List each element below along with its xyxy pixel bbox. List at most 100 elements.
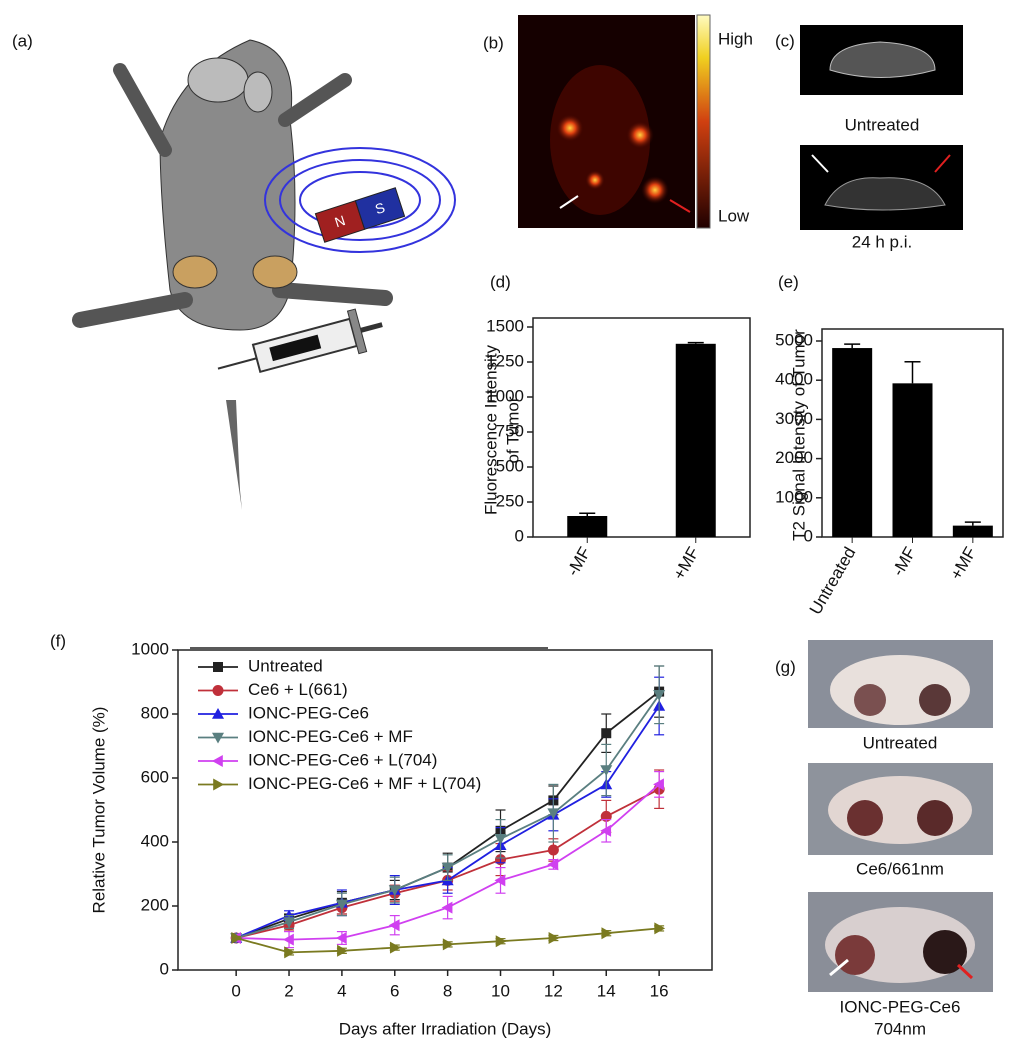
colorbar-label: Low <box>718 206 750 225</box>
error-bar <box>844 343 861 349</box>
marker <box>494 874 506 887</box>
error-bar <box>579 512 596 516</box>
y-tick-label: 400 <box>141 831 169 850</box>
marker <box>388 885 401 896</box>
image-caption: 24 h p.i. <box>852 232 913 251</box>
marker <box>600 824 612 837</box>
x-tick-label: 10 <box>491 981 510 1000</box>
marker <box>442 938 454 951</box>
x-axis-label: Days after Irradiation (Days) <box>339 1019 552 1038</box>
x-tick-label: -MF <box>888 544 920 580</box>
plot-frame <box>532 317 751 538</box>
legend-marker <box>212 732 224 744</box>
y-tick-label: 1000 <box>486 386 524 405</box>
error-bar <box>687 341 704 344</box>
y-tick-label: 800 <box>141 703 169 722</box>
x-tick-label: +MF <box>669 544 703 583</box>
x-tick-label: -MF <box>563 544 595 580</box>
y-tick-label: 750 <box>496 421 524 440</box>
legend-label: Ce6 + L(661) <box>248 680 348 699</box>
x-tick-label: Untreated <box>806 544 860 618</box>
legend-label: IONC-PEG-Ce6 + L(704) <box>248 750 437 769</box>
y-tick-label: 1000 <box>131 639 169 658</box>
bar <box>567 516 608 537</box>
marker <box>231 932 243 944</box>
bar <box>675 343 716 537</box>
marker <box>547 858 559 871</box>
panel-label: (g) <box>775 657 796 676</box>
x-tick-label: 12 <box>544 981 563 1000</box>
image-caption: Untreated <box>863 733 938 752</box>
bar <box>832 348 873 537</box>
y-tick-label: 0 <box>804 526 813 545</box>
legend-marker <box>213 662 223 672</box>
plot-frame <box>177 649 713 971</box>
y-tick-label: 250 <box>496 491 524 510</box>
y-axis-label: T2 Signal Intensity of Tumor <box>789 329 808 541</box>
panel-label: (f) <box>50 631 66 650</box>
marker <box>654 922 666 935</box>
y-tick-label: 0 <box>515 526 524 545</box>
y-tick-label: 1250 <box>486 351 524 370</box>
legend-label: IONC-PEG-Ce6 + MF + L(704) <box>248 774 481 793</box>
legend-label: IONC-PEG-Ce6 <box>248 703 369 722</box>
y-tick-label: 1000 <box>775 487 813 506</box>
marker <box>388 919 400 932</box>
legend-label: IONC-PEG-Ce6 + MF <box>248 727 413 746</box>
marker <box>335 899 348 911</box>
mri-signal <box>824 177 946 211</box>
photo <box>808 640 993 728</box>
panel-label: (a) <box>12 31 33 50</box>
mouse-illustration: N S <box>72 39 456 510</box>
marker <box>653 778 664 791</box>
marker <box>337 944 348 957</box>
magnet-label: N <box>333 212 348 230</box>
photo <box>808 892 993 992</box>
y-tick-label: 200 <box>141 895 169 914</box>
marker <box>441 862 454 874</box>
image-caption: Ce6/661nm <box>856 859 944 878</box>
marker <box>283 917 296 928</box>
colorbar-label: High <box>718 29 753 48</box>
legend-marker <box>212 708 224 719</box>
mri-signal <box>829 41 936 78</box>
bar <box>952 525 993 537</box>
y-tick-label: 2000 <box>775 448 813 467</box>
x-tick-label: 8 <box>443 981 452 1000</box>
arrow <box>811 154 829 173</box>
arrow <box>934 154 951 173</box>
marker <box>601 728 612 739</box>
x-tick-label: 14 <box>597 981 616 1000</box>
error-bar <box>904 361 921 384</box>
legend-marker <box>212 755 223 767</box>
y-axis-label: Relative Tumor Volume (%) <box>89 707 108 914</box>
colorbar <box>696 14 711 229</box>
marker <box>494 834 507 845</box>
y-axis-label: Fluorescence Intensity <box>481 344 500 515</box>
y-tick-label: 500 <box>496 456 524 475</box>
panel-label: (c) <box>775 31 795 50</box>
fluorescence-signal <box>550 65 691 215</box>
y-tick-label: 1500 <box>486 316 524 335</box>
marker <box>441 901 453 914</box>
marker <box>601 927 613 940</box>
marker <box>495 935 507 948</box>
y-tick-label: 5000 <box>775 330 813 349</box>
image-caption: 704nm <box>874 1019 926 1038</box>
marker <box>653 690 666 701</box>
y-tick-label: 3000 <box>775 409 813 428</box>
marker <box>389 941 401 954</box>
y-tick-label: 0 <box>160 959 169 978</box>
y-tick-label: 600 <box>141 767 169 786</box>
x-tick-label: 16 <box>650 981 669 1000</box>
panel-label: (d) <box>490 272 511 291</box>
marker <box>600 765 613 776</box>
marker <box>548 932 560 944</box>
image-caption: Untreated <box>845 115 920 134</box>
image-caption: IONC-PEG-Ce6 <box>840 997 961 1016</box>
x-tick-label: +MF <box>946 544 980 583</box>
legend-label: Untreated <box>248 656 323 675</box>
marker <box>335 932 347 944</box>
